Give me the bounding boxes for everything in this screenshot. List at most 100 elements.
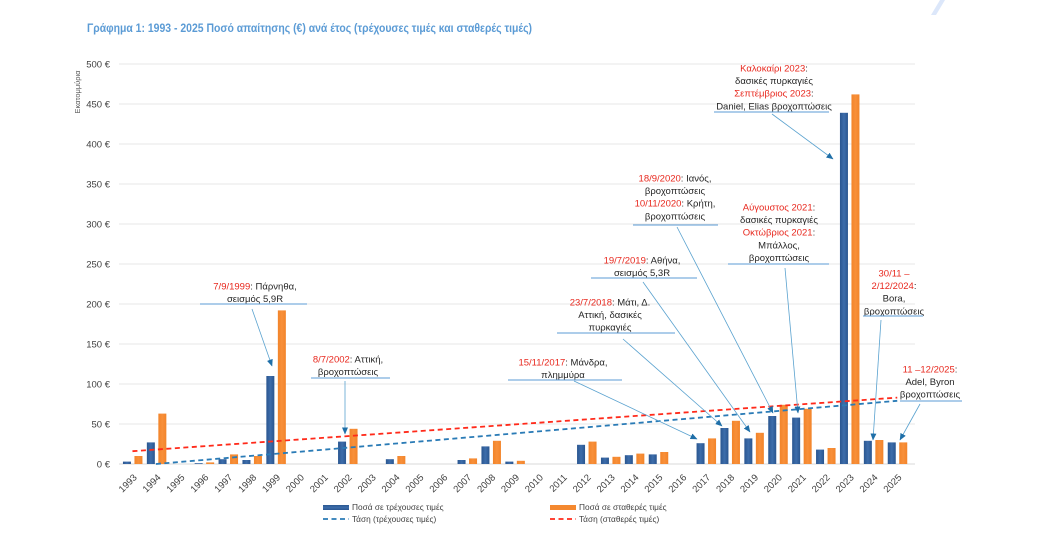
bar-constant-1994 — [158, 413, 167, 464]
annotation-line: Αύγουστος 2021: — [743, 202, 816, 213]
annotation-line: 15/11/2017: Μάνδρα, — [518, 357, 607, 368]
x-tick-label: 2003 — [356, 472, 379, 495]
annotation-text: : — [955, 364, 958, 375]
annotation-text: βροχοπτώσεις — [318, 367, 379, 378]
x-tick-label: 2019 — [738, 472, 761, 495]
annotation-line: Καλοκαίρι 2023: — [740, 63, 808, 74]
x-tick-label: 2000 — [284, 472, 307, 495]
bar-current-2014 — [624, 455, 633, 464]
x-tick-label: 2008 — [475, 472, 498, 495]
annotation-line: δασικές πυρκαγιές — [735, 76, 813, 87]
annotation-line: 7/9/1999: Πάρνηθα, — [213, 281, 296, 292]
annotation-date: 2/12/2024 — [872, 281, 914, 292]
annotation-line: 18/9/2020: Ιανός, — [639, 173, 712, 184]
x-tick-label: 2013 — [595, 472, 618, 495]
annotation-2019: 19/7/2019: Αθήνα, σεισμός 5,3R — [591, 255, 751, 433]
annotation-text: σεισμός 5,9R — [227, 294, 283, 305]
bar-current-2002 — [338, 441, 347, 464]
legend-swatch-blue-bar — [323, 504, 349, 510]
annotations: 7/9/1999: Πάρνηθα, σεισμός 5,9R 8/7/2002: … — [200, 63, 962, 441]
annotation-text: : Αττική, — [350, 354, 383, 365]
annotation-line: βροχοπτώσεις — [645, 186, 706, 197]
bar-current-2020 — [768, 416, 777, 464]
legend-item-current-prices: Ποσά σε τρέχουσες τιμές — [323, 501, 444, 513]
annotation-text: πυρκαγιές — [589, 323, 632, 334]
x-tick-label: 2021 — [786, 472, 809, 495]
annotation-line: βροχοπτώσεις — [864, 306, 925, 317]
bar-current-2015 — [648, 454, 657, 464]
annotation-2024: 30/11 – 2/12/2024: Bora,βροχοπτώσεις — [863, 268, 925, 441]
annotation-date: Σεπτέμβριος 2023 — [734, 89, 811, 100]
y-tick-label: 450 € — [86, 100, 110, 111]
bar-current-1998 — [242, 460, 251, 464]
annotation-date: 11 –12/2025 — [903, 364, 955, 375]
annotation-date: 7/9/1999 — [213, 281, 250, 292]
annotation-line: σεισμός 5,9R — [227, 294, 283, 305]
annotation-line: Daniel, Elias βροχοπτώσεις — [716, 101, 832, 112]
annotation-date: 10/11/2020 — [635, 199, 682, 210]
x-tick-label: 2002 — [332, 472, 355, 495]
chart-title: Γράφημα 1: 1993 - 2025 Ποσό απαίτησης (€… — [87, 22, 533, 35]
bar-current-1997 — [218, 459, 227, 464]
y-tick-label: 200 € — [86, 300, 110, 311]
bar-current-2012 — [577, 444, 586, 464]
x-tick-label: 2009 — [499, 472, 522, 495]
bar-current-1996 — [194, 463, 203, 464]
legend-swatch-orange-bar — [550, 504, 576, 510]
bar-current-2024 — [863, 440, 872, 464]
x-tick-label: 2024 — [858, 472, 881, 495]
x-tick-label: 2004 — [380, 472, 403, 495]
bar-current-2004 — [385, 459, 394, 464]
x-tick-label: 2006 — [428, 472, 451, 495]
legend-label: Τάση (σταθερές τιμές) — [579, 514, 660, 524]
annotation-text: : Μάνδρα, — [565, 357, 607, 368]
x-tick-label: 2010 — [523, 472, 546, 495]
annotation-arrow-icon — [251, 308, 273, 367]
x-tick-label: 1999 — [260, 472, 283, 495]
bar-constant-2021 — [803, 408, 812, 464]
annotation-2023: Καλοκαίρι 2023: δασικές πυρκαγιές Σεπτέμβρ… — [714, 63, 834, 160]
annotation-text: δασικές πυρκαγιές — [740, 215, 818, 226]
annotation-arrow-icon — [622, 338, 723, 427]
bar-constant-2020 — [779, 404, 788, 464]
annotation-date: 23/7/2018 — [570, 297, 612, 308]
annotation-text: : Μάτι, Δ. — [612, 297, 650, 308]
annotation-line: Οκτώβριος 2021: — [743, 228, 815, 239]
bar-current-2019 — [744, 438, 753, 464]
annotation-text: : — [805, 63, 808, 74]
x-tick-label: 2020 — [762, 472, 785, 495]
annotation-date: 18/9/2020 — [639, 173, 681, 184]
annotation-line: 8/7/2002: Αττική, — [313, 354, 383, 365]
legend-swatch-blue-dashed-line — [323, 518, 349, 520]
annotation-text: : — [811, 89, 814, 100]
y-tick-label: 350 € — [86, 180, 110, 191]
x-tick-label: 2023 — [834, 472, 857, 495]
y-tick-label: 500 € — [86, 60, 110, 71]
x-tick-label: 2016 — [667, 472, 690, 495]
annotation-text: : — [813, 228, 816, 239]
x-tick-label: 2015 — [643, 472, 666, 495]
annotation-text: Daniel, Elias βροχοπτώσεις — [716, 101, 832, 112]
bar-constant-2019 — [755, 432, 764, 464]
annotation-line: βροχοπτώσεις — [318, 367, 379, 378]
annotation-text: : — [813, 202, 816, 213]
annotation-line: πλημμύρα — [541, 370, 585, 381]
x-tick-label: 1996 — [189, 472, 212, 495]
x-tick-label: 2018 — [714, 472, 737, 495]
y-tick-label: 150 € — [86, 340, 110, 351]
annotation-line: 10/11/2020: Κρήτη, — [635, 199, 716, 210]
annotation-text: βροχοπτώσεις — [645, 186, 706, 197]
annotation-text: : Ιανός, — [681, 173, 712, 184]
bar-current-1999 — [266, 376, 275, 464]
bar-constant-1996 — [206, 462, 215, 464]
bar-constant-2018 — [731, 420, 740, 464]
legend-label: Ποσά σε σταθερές τιμές — [579, 502, 667, 512]
legend-label: Τάση (τρέχουσες τιμές) — [352, 514, 437, 524]
y-tick-label: 250 € — [86, 260, 110, 271]
bar-current-1994 — [146, 442, 155, 464]
annotation-line: Σεπτέμβριος 2023: — [734, 89, 813, 100]
bar-current-2018 — [720, 428, 729, 464]
x-tick-label: 2011 — [548, 472, 570, 494]
annotation-line: σεισμός 5,3R — [614, 268, 670, 279]
annotation-arrow-icon — [676, 226, 774, 414]
